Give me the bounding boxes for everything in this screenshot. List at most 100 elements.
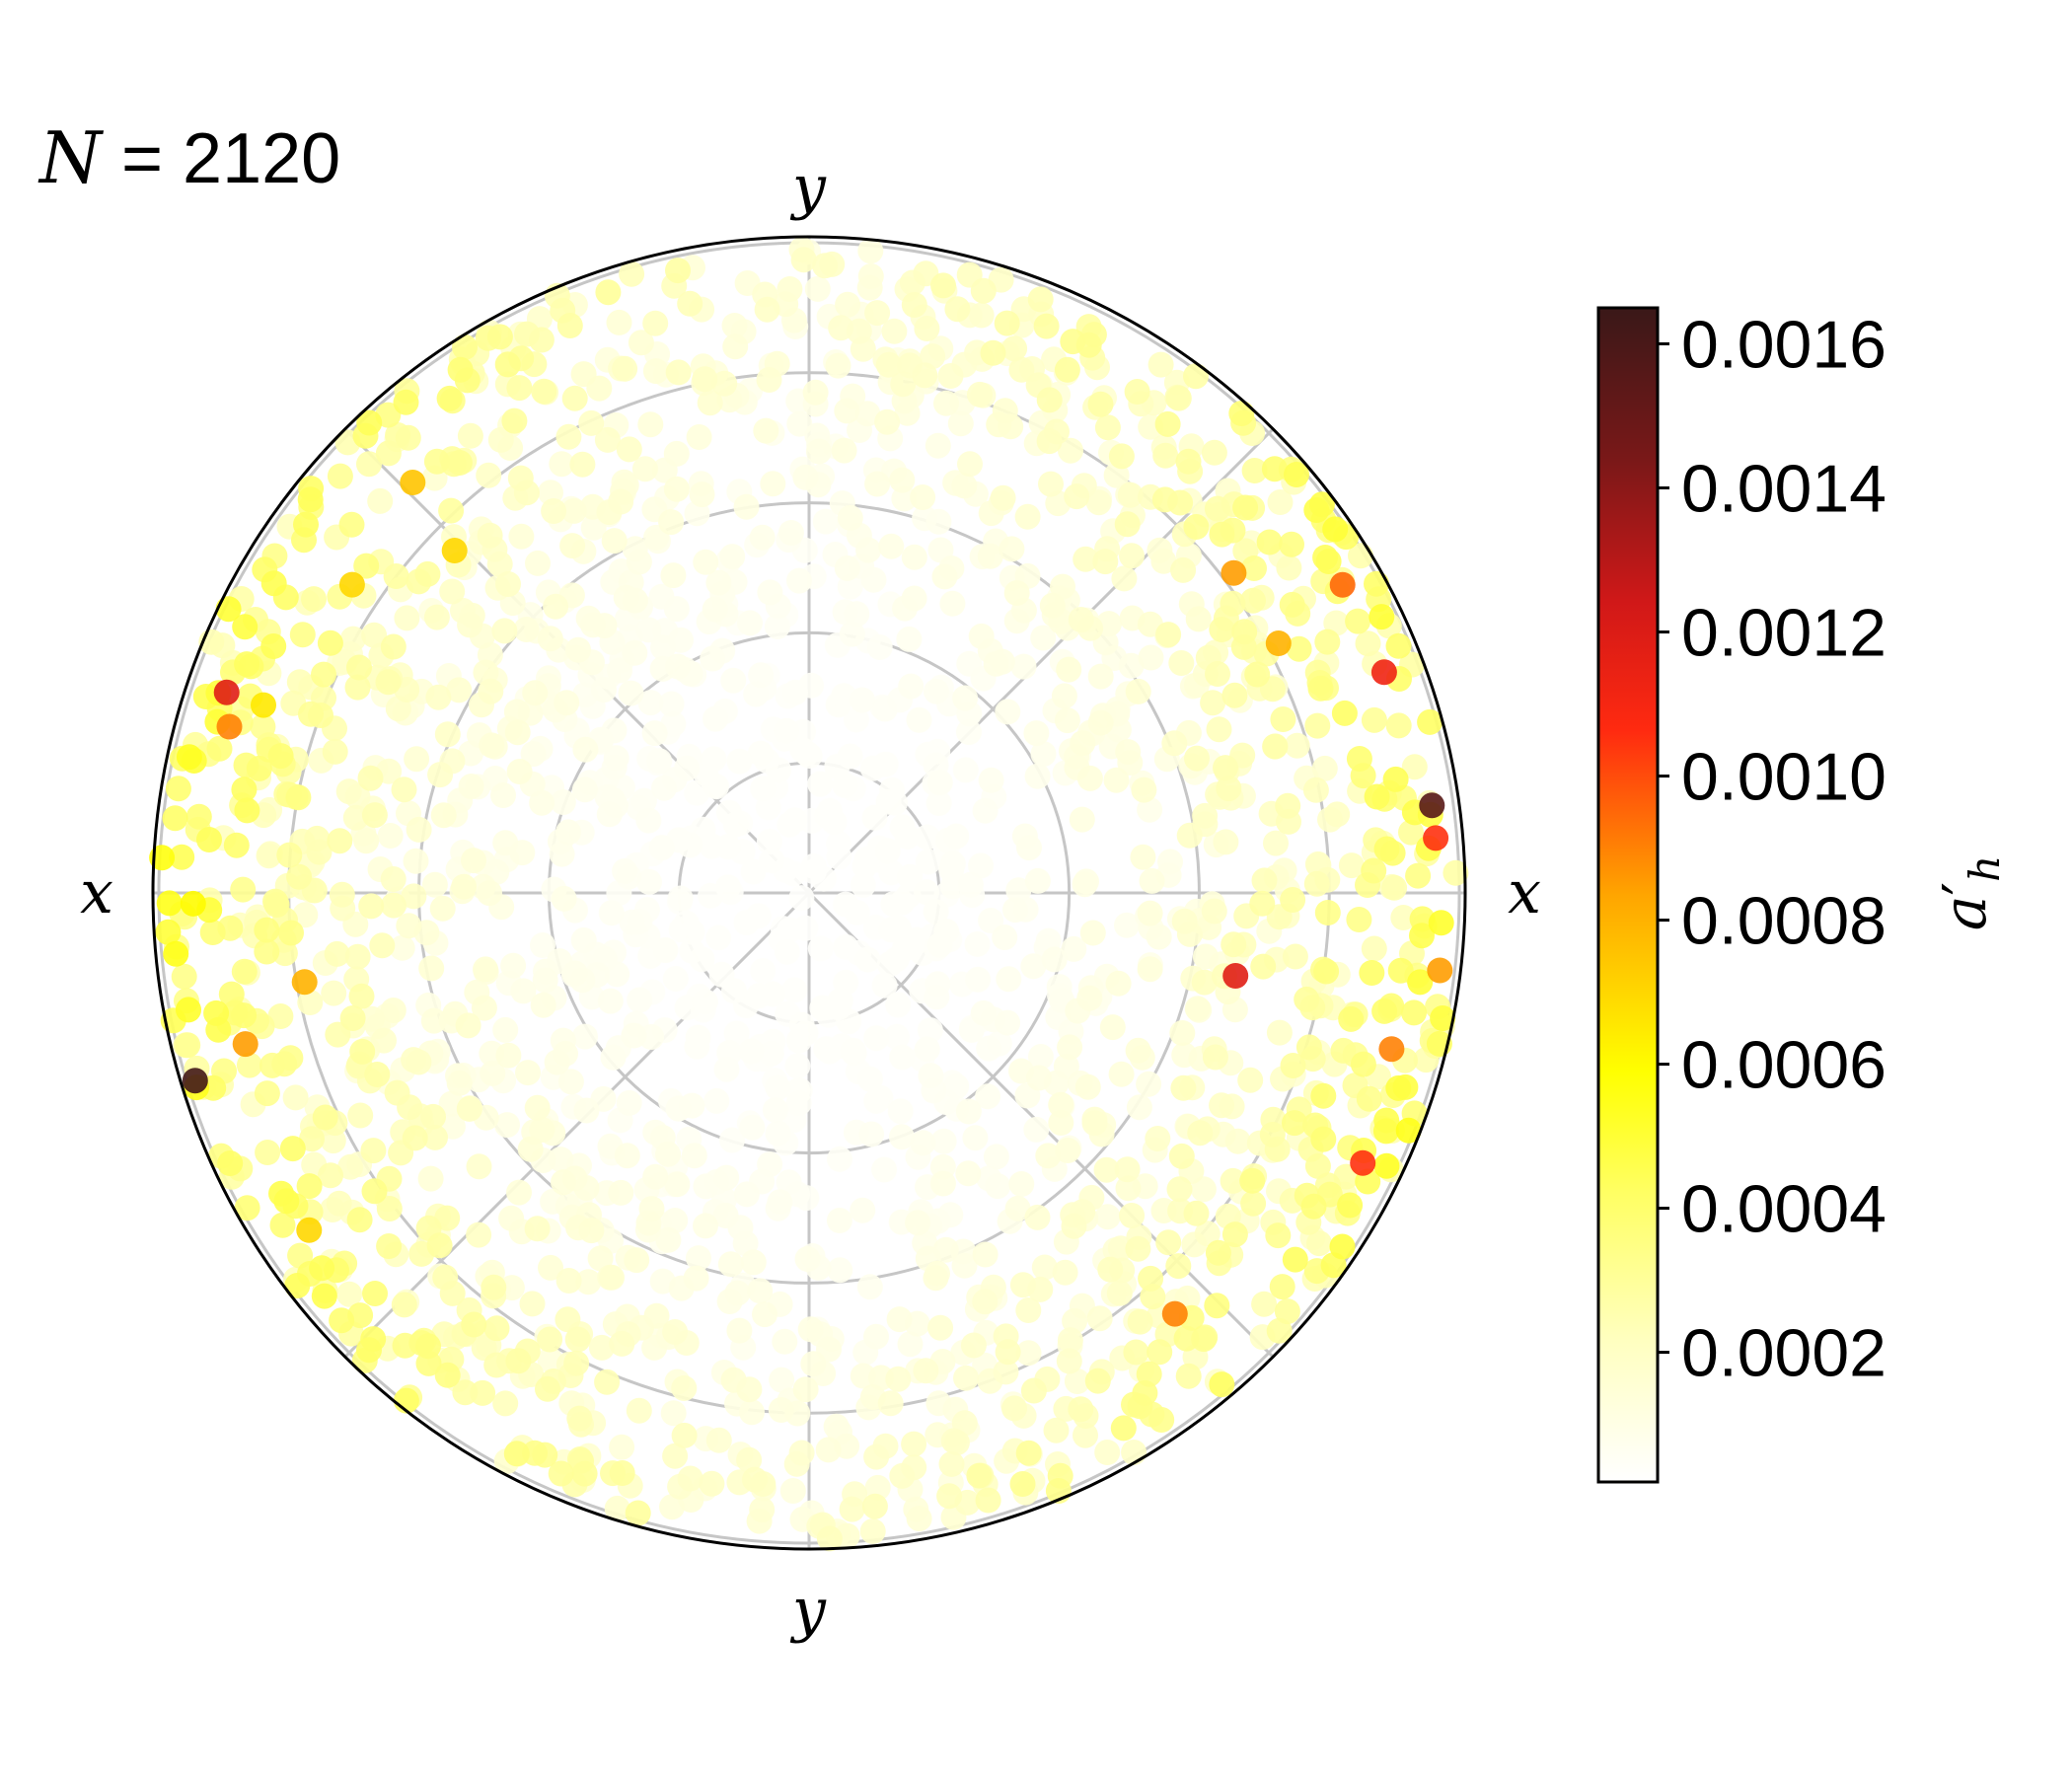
data-point [1106, 1280, 1133, 1306]
data-point [391, 777, 417, 803]
data-point [746, 983, 773, 1009]
data-point [1168, 650, 1195, 676]
data-point [939, 590, 966, 617]
data-point [356, 409, 383, 436]
data-point [874, 838, 901, 864]
data-point [880, 891, 907, 918]
data-point [1267, 489, 1294, 515]
data-point [260, 633, 287, 659]
data-point [217, 1150, 244, 1176]
data-point [1220, 1167, 1246, 1194]
data-point [1150, 548, 1177, 574]
data-point [1054, 356, 1080, 383]
data-point [1222, 963, 1249, 989]
data-point [1056, 1348, 1082, 1374]
data-point [624, 1247, 650, 1274]
data-point [671, 1422, 698, 1448]
data-point [901, 292, 927, 318]
data-point [625, 1500, 651, 1526]
data-point [923, 1265, 949, 1292]
data-point [555, 1306, 581, 1333]
data-point [1093, 1156, 1120, 1183]
data-point [975, 1487, 1001, 1514]
data-point [318, 1162, 343, 1189]
data-point [1085, 489, 1112, 516]
polar-outer-boundary [151, 235, 1467, 1551]
data-point [834, 555, 860, 581]
data-point [858, 1121, 885, 1147]
data-point [839, 621, 865, 647]
data-point [679, 1092, 705, 1119]
data-point [1036, 428, 1063, 455]
data-point [1105, 970, 1132, 997]
data-point [1125, 678, 1151, 704]
data-point [1209, 1092, 1234, 1119]
data-point [736, 1376, 763, 1403]
data-point [765, 1074, 791, 1101]
data-point [983, 1144, 1009, 1170]
data-point [375, 440, 402, 467]
data-point [1256, 529, 1283, 555]
data-point [622, 587, 648, 614]
data-point [759, 848, 785, 874]
data-point [1155, 1229, 1182, 1256]
data-point [985, 1173, 1011, 1200]
data-point [953, 1365, 979, 1391]
data-point [906, 1506, 932, 1532]
data-point [1070, 730, 1096, 757]
data-point [400, 470, 426, 495]
data-point [662, 1319, 689, 1345]
data-point [692, 989, 718, 1015]
data-point [1057, 1034, 1083, 1061]
data-point [1124, 379, 1150, 405]
scatter-points [149, 237, 1469, 1552]
data-point [537, 1326, 563, 1353]
data-point [712, 1203, 739, 1228]
data-point [980, 339, 1006, 366]
data-point [1024, 1204, 1051, 1230]
data-point [487, 426, 514, 453]
data-point [836, 1008, 862, 1035]
data-point [169, 844, 195, 870]
data-point [925, 790, 952, 816]
data-point [1137, 796, 1163, 823]
data-point [861, 1493, 888, 1519]
data-point [282, 1084, 309, 1111]
data-point [955, 1160, 982, 1187]
data-point [530, 932, 555, 958]
data-point [1338, 852, 1365, 879]
data-point [800, 1351, 827, 1377]
data-point [339, 626, 366, 652]
data-point [525, 550, 551, 576]
data-point [914, 824, 940, 851]
data-point [1073, 546, 1099, 572]
data-point [679, 937, 705, 964]
data-point [609, 1460, 635, 1486]
data-point [203, 999, 230, 1026]
data-point [216, 713, 243, 740]
data-point [522, 1440, 548, 1466]
data-point [1337, 1192, 1364, 1219]
data-point [673, 910, 700, 936]
data-point [793, 1185, 820, 1212]
data-point [906, 706, 932, 733]
data-point [711, 370, 738, 397]
data-point [367, 487, 394, 514]
data-point [329, 1307, 355, 1334]
data-point [684, 779, 710, 806]
data-point [1369, 604, 1395, 630]
data-point [1276, 555, 1302, 581]
data-point [1053, 1053, 1079, 1079]
data-point [494, 351, 521, 378]
data-point [1221, 931, 1247, 958]
data-point [826, 831, 851, 856]
data-point [522, 680, 549, 706]
data-point [663, 440, 690, 467]
data-point [346, 1207, 373, 1233]
data-point [956, 719, 982, 745]
data-point [1064, 483, 1090, 510]
data-point [421, 871, 448, 898]
data-point [396, 913, 422, 939]
data-point [641, 720, 668, 747]
data-point [643, 1302, 670, 1329]
